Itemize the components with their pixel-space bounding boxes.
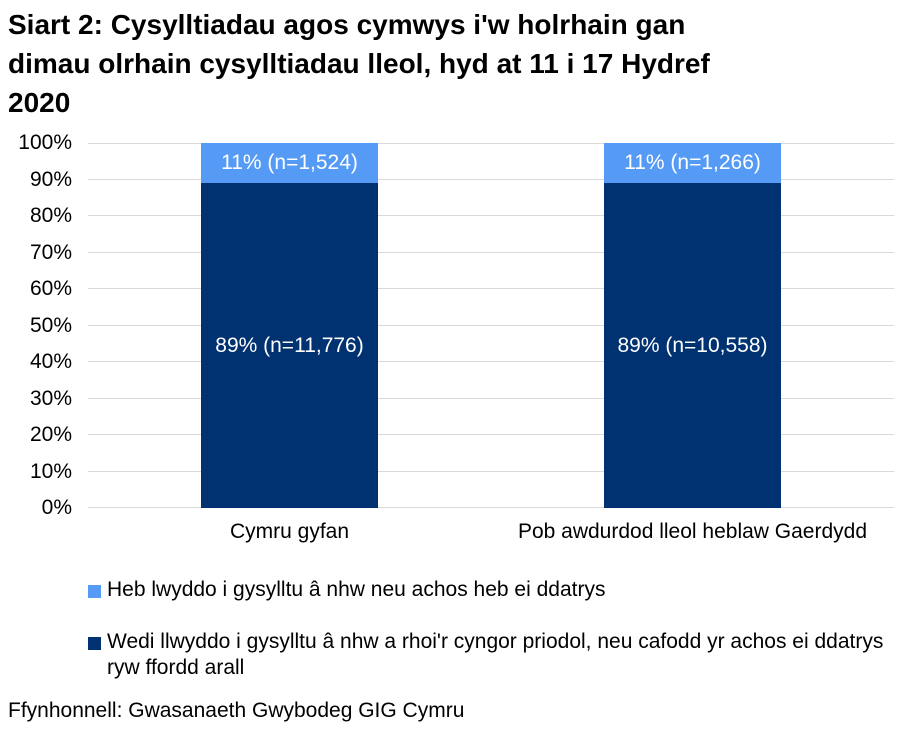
y-tick-label: 60%: [29, 277, 72, 300]
gridline: [88, 470, 894, 472]
legend-swatch-dark-blue-icon: [88, 637, 101, 650]
gridline: [88, 143, 894, 144]
bar-segment: 11% (n=1,266): [604, 143, 781, 184]
plot-area: 11% (n=1,524) 89% (n=11,776) 11% (n=1,266)…: [88, 143, 894, 508]
legend-swatch-light-blue-icon: [88, 585, 101, 598]
source-note: Ffynhonnell: Gwasanaeth Gwybodeg GIG Cym…: [8, 699, 465, 722]
y-tick-label: 90%: [29, 167, 72, 191]
gridline: [88, 251, 894, 253]
legend-label-unresolved: Heb lwyddo i gysylltu â nhw neu achos he…: [107, 578, 606, 601]
y-tick-label: 40%: [29, 350, 72, 373]
y-tick-label: 100%: [18, 131, 72, 154]
x-axis-label: Pob awdurdod lleol heblaw Gaerdydd: [517, 520, 868, 543]
y-tick-label: 10%: [29, 459, 72, 483]
stacked-bar-2: 11% (n=1,266) 89% (n=10,558): [604, 143, 781, 508]
bar-segment: 89% (n=10,558): [604, 183, 781, 508]
gridline: [88, 178, 894, 180]
chart-title-line-3: 2020: [8, 87, 71, 118]
bar-segment: 11% (n=1,524): [201, 143, 378, 184]
gridline: [88, 434, 894, 435]
y-tick-label: 30%: [29, 386, 72, 410]
chart-title-line-1: Siart 2: Cysylltiadau agos cymwys i'w ho…: [8, 9, 686, 40]
gridline: [88, 361, 894, 362]
bar-segment: 89% (n=11,776): [201, 183, 378, 508]
x-axis-label: Cymru gyfan: [229, 520, 350, 543]
y-tick-label: 70%: [29, 240, 72, 264]
bar-data-label: 11% (n=1,266): [624, 151, 761, 175]
y-axis: 0% 10% 20% 30% 40% 50% 60% 70% 80% 90% 100%: [0, 131, 72, 519]
legend-item-resolved: Wedi llwyddo i gysylltu â nhw a rhoi'r c…: [88, 629, 896, 681]
y-tick-label: 50%: [29, 313, 72, 337]
chart-title-line-2: dimau olrhain cysylltiadau lleol, hyd at…: [8, 48, 710, 79]
y-tick-label: 80%: [29, 204, 72, 227]
stacked-bar-1: 11% (n=1,524) 89% (n=11,776): [201, 143, 378, 508]
gridline: [88, 215, 894, 216]
gridline: [88, 507, 894, 508]
gridline: [88, 288, 894, 289]
bar-data-label: 11% (n=1,524): [221, 151, 358, 175]
gridline: [88, 397, 894, 399]
legend-item-unresolved: Heb lwyddo i gysylltu â nhw neu achos he…: [88, 577, 896, 603]
bar-data-label: 89% (n=10,558): [617, 333, 768, 357]
chart-title: Siart 2: Cysylltiadau agos cymwys i'w ho…: [8, 5, 896, 122]
y-tick-label: 20%: [29, 423, 72, 446]
bar-data-label: 89% (n=11,776): [215, 333, 364, 357]
x-axis: Cymru gyfan Pob awdurdod lleol heblaw Gae…: [88, 519, 894, 549]
legend-label-resolved: Wedi llwyddo i gysylltu â nhw a rhoi'r c…: [107, 630, 884, 679]
gridline: [88, 324, 894, 326]
y-tick-label: 0%: [41, 496, 72, 519]
